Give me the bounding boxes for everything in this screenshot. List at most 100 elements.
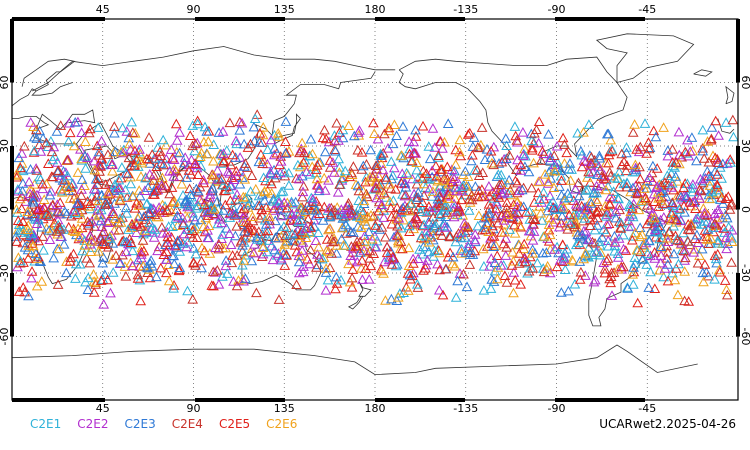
observation-marker [154, 207, 165, 217]
observation-marker [402, 285, 414, 295]
observation-marker [548, 150, 560, 160]
observation-marker [654, 221, 666, 232]
observation-marker [429, 245, 440, 256]
observation-marker [680, 191, 692, 201]
observation-marker [400, 189, 412, 200]
observation-marker [138, 211, 150, 222]
observation-marker [192, 115, 203, 126]
observation-marker [586, 151, 597, 162]
observation-marker [375, 158, 387, 168]
observation-marker [627, 127, 639, 137]
observation-marker [578, 253, 590, 264]
top-longitude-label: 90 [187, 3, 201, 16]
observation-marker [239, 173, 251, 184]
observation-marker [442, 193, 454, 203]
observation-marker [551, 140, 563, 151]
observation-marker [107, 159, 118, 169]
observation-marker [14, 257, 26, 268]
observation-marker [64, 127, 76, 138]
observation-marker [404, 148, 415, 159]
observation-marker [471, 164, 483, 175]
observation-marker [406, 155, 418, 166]
observation-marker [692, 212, 704, 223]
observation-marker [182, 236, 193, 247]
observation-marker [156, 179, 168, 190]
observation-marker [579, 212, 591, 223]
observation-marker [528, 197, 540, 207]
observation-marker [399, 178, 411, 189]
observation-marker [157, 134, 169, 145]
observation-marker [612, 252, 624, 262]
observation-marker [298, 261, 309, 271]
observation-marker [304, 258, 315, 269]
observation-marker [249, 238, 260, 249]
observation-marker [379, 231, 391, 242]
observation-marker [132, 254, 144, 265]
observation-marker [187, 293, 199, 304]
observation-marker [204, 191, 216, 202]
observation-marker [298, 157, 309, 167]
observation-marker [27, 191, 39, 202]
observation-marker [259, 185, 270, 196]
observation-marker [231, 250, 243, 260]
observation-marker [376, 221, 388, 232]
observation-marker [89, 210, 101, 221]
observation-marker [352, 127, 364, 137]
observation-marker [45, 201, 57, 212]
observation-marker [705, 233, 717, 243]
observation-marker [554, 181, 565, 191]
observation-marker [231, 280, 243, 291]
observation-marker [610, 206, 622, 216]
observation-marker [305, 192, 317, 203]
observation-marker [683, 296, 695, 306]
observation-marker [37, 183, 48, 194]
observation-marker [712, 237, 724, 248]
observation-marker [192, 118, 204, 129]
observation-marker [464, 193, 475, 204]
observation-marker [230, 152, 241, 162]
observation-marker [233, 194, 244, 205]
observation-marker [151, 185, 162, 195]
observation-marker [189, 158, 201, 168]
observation-marker [599, 267, 611, 278]
observation-marker [601, 255, 613, 266]
observation-marker [691, 229, 703, 240]
observation-marker [403, 205, 415, 216]
observation-marker [259, 195, 270, 205]
observation-marker [96, 190, 107, 200]
observation-marker [536, 215, 548, 225]
observation-marker [559, 158, 570, 168]
observation-marker [671, 234, 682, 244]
observation-marker [485, 283, 497, 293]
observation-marker [320, 284, 332, 295]
observation-marker [389, 119, 400, 129]
observation-marker [411, 157, 423, 167]
observation-marker [499, 226, 511, 237]
observation-marker [248, 247, 260, 258]
observation-marker [162, 231, 174, 242]
observation-marker [378, 212, 390, 222]
observation-marker [627, 211, 639, 222]
observation-marker [263, 211, 275, 221]
observation-marker [147, 222, 158, 232]
observation-marker [690, 203, 701, 213]
observation-marker [615, 217, 627, 228]
observation-marker [63, 221, 75, 232]
observation-marker [654, 233, 666, 244]
observation-marker [54, 223, 66, 234]
observation-marker [526, 135, 538, 146]
observation-marker [572, 127, 583, 138]
observation-marker [312, 249, 323, 259]
observation-marker [52, 214, 64, 225]
right-latitude-label: 60 [739, 76, 750, 90]
observation-marker [449, 260, 461, 271]
observation-marker [222, 166, 234, 176]
observation-marker [385, 202, 397, 213]
observation-marker [149, 209, 161, 220]
observation-marker [237, 191, 249, 202]
observation-marker [396, 150, 407, 160]
observation-marker [225, 195, 236, 205]
observation-marker [247, 231, 259, 242]
observation-marker [84, 198, 96, 208]
observation-marker [518, 201, 530, 211]
